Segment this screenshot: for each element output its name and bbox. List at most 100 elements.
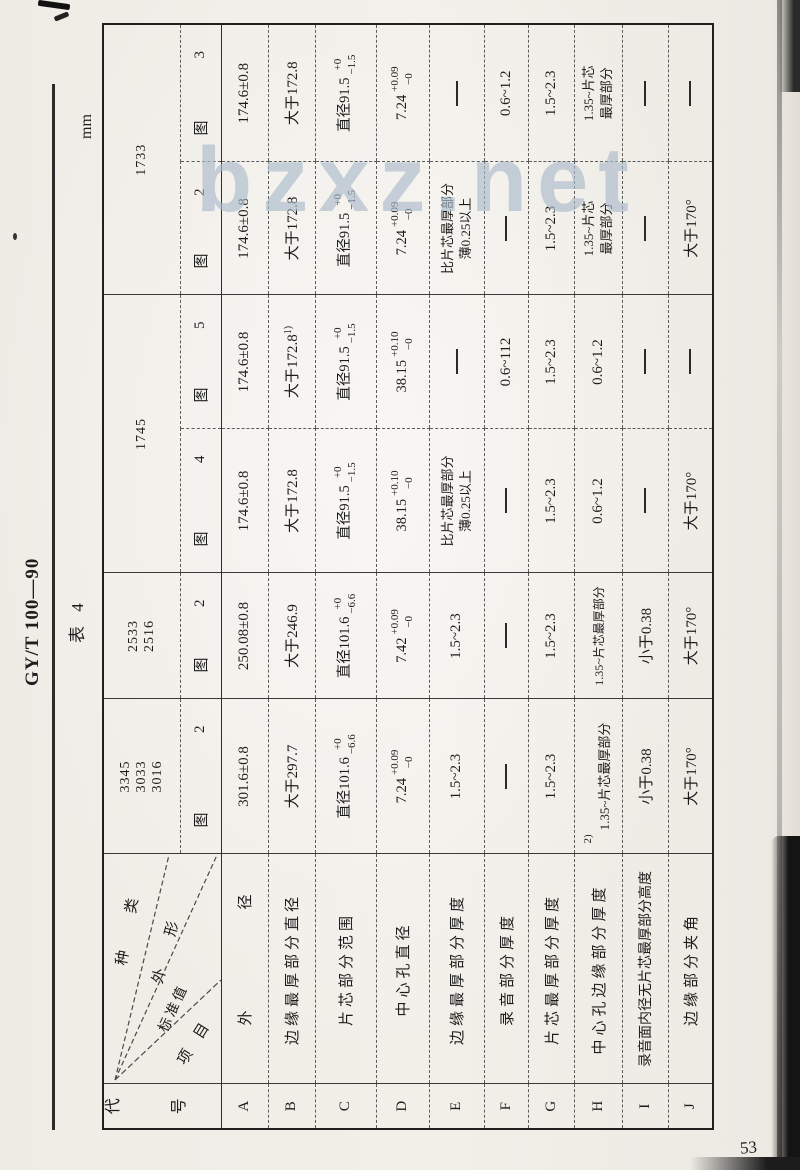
value-cell: 1.5~2.3 [528, 295, 574, 429]
spec-table: 代 号 种 类 外 形 标准值 项 目 [102, 23, 714, 1130]
row-item-label: 录音面内径无片芯最厚部分高度 [622, 854, 668, 1084]
value-cell: 250.08±0.8 [221, 573, 268, 699]
value-cell: 174.6±0.8 [221, 295, 268, 429]
watermark: bzxz.net [196, 129, 639, 231]
row-item-label: 录音部分厚度 [484, 854, 528, 1084]
value-cell [484, 573, 528, 699]
value-cell [668, 295, 713, 429]
dash-placeholder [689, 80, 692, 106]
value-cell: 1.5~2.3 [528, 573, 574, 699]
row-code: I [622, 1084, 668, 1129]
scan-artifact-blot [690, 1157, 800, 1170]
scan-artifact-blot [771, 836, 800, 1170]
value-cell: 大于170° [668, 162, 713, 295]
dash-placeholder [505, 623, 507, 649]
value-cell: 0.6~1.2 [574, 295, 622, 429]
table-caption: 表 4 [68, 598, 87, 643]
value-cell: 0.6~1.2 [574, 429, 622, 573]
value-cell: 直径101.6 +0 −6.6 [315, 573, 376, 699]
model-header-3345: 3345 3033 3016 [103, 699, 180, 854]
value-cell: 比片芯最厚部分 薄0.25以上 [429, 429, 484, 573]
value-cell [484, 699, 528, 854]
value-cell [622, 429, 668, 573]
model-header-1745: 1745 [103, 295, 180, 573]
scan-artifact-speck [13, 233, 17, 240]
dash-placeholder [455, 349, 458, 375]
row-item-label: 中心孔直径 [376, 854, 429, 1084]
value-cell: 直径101.6 +0 −6.6 [315, 699, 376, 854]
row-item-label: 边缘部分夹角 [668, 854, 713, 1084]
dash-placeholder [689, 349, 692, 375]
value-cell: 大于170° [668, 699, 713, 854]
value-cell: 2) 1.35~片芯最厚部分 [574, 699, 622, 854]
value-cell: 38.15 +0.10 −0 [376, 429, 429, 573]
value-cell: 174.6±0.8 [221, 429, 268, 573]
standard-number: GY/T 100—90 [22, 557, 43, 686]
row-code: C [315, 1084, 376, 1129]
code-header-char: 代 [105, 1098, 123, 1115]
value-cell: 直径91.5 +0 −1.5 [315, 429, 376, 573]
value-cell: 直径91.5 +0 −1.5 [315, 295, 376, 429]
code-header-char: 号 [171, 1098, 189, 1115]
dash-placeholder [505, 488, 507, 514]
page-number: 53 [739, 1137, 758, 1158]
header-row-models: 代 号 种 类 外 形 标准值 项 目 [103, 24, 221, 1129]
value-cell: 1.5~2.3 [528, 429, 574, 573]
dash-placeholder [644, 488, 646, 514]
row-item-label: 片芯最厚部分厚度 [528, 854, 574, 1084]
row-code: F [484, 1084, 528, 1129]
diagonal-header-cell: 种 类 外 形 标准值 项 目 [103, 854, 221, 1084]
value-cell: 大于246.9 [268, 573, 315, 699]
dash-placeholder [644, 349, 646, 375]
row-code: G [528, 1084, 574, 1129]
value-cell: 1.5~2.3 [429, 573, 484, 699]
diagonal-lines [114, 855, 221, 1081]
value-cell: 大于172.81) [268, 295, 315, 429]
row-code: B [268, 1084, 315, 1129]
row-item-label: 外径 [221, 854, 268, 1084]
row-code: J [668, 1084, 713, 1129]
row-item-label: 中心孔边缘部分厚度 [574, 854, 622, 1084]
value-cell: 1.5~2.3 [429, 699, 484, 854]
value-cell: 38.15 +0.10 −0 [376, 295, 429, 429]
value-cell: 小于0.38 [622, 573, 668, 699]
row-item-label: 片芯部分范围 [315, 854, 376, 1084]
value-cell: 大于170° [668, 573, 713, 699]
value-cell: 大于297.7 [268, 699, 315, 854]
code-header-cell: 代 号 [103, 1084, 221, 1129]
model-header-2533: 2533 2516 [103, 573, 180, 699]
value-cell [622, 295, 668, 429]
model-header-1733: 1733 [103, 24, 180, 295]
value-cell: 大于172.8 [268, 429, 315, 573]
row-code: A [221, 1084, 268, 1129]
row-code: H [574, 1084, 622, 1129]
unit-label: mm [78, 114, 95, 139]
value-cell [429, 295, 484, 429]
row-item-label: 边缘最厚部分直径 [268, 854, 315, 1084]
value-cell [484, 429, 528, 573]
value-cell: 301.6±0.8 [221, 699, 268, 854]
value-cell: 小于0.38 [622, 699, 668, 854]
value-cell: 7.24 +0.09 −0 [376, 699, 429, 854]
dash-placeholder [505, 764, 507, 789]
value-cell: 0.6~112 [484, 295, 528, 429]
value-cell [668, 24, 713, 162]
value-cell: 1.35~片芯最厚部分 [574, 573, 622, 699]
row-item-label: 边缘最厚部分厚度 [429, 854, 484, 1084]
dash-placeholder [644, 216, 646, 241]
dash-placeholder [644, 80, 646, 106]
header-rule [52, 84, 55, 1130]
value-cell: 1.5~2.3 [528, 699, 574, 854]
dash-placeholder [455, 80, 458, 106]
table-row: J 边缘部分夹角 大于170° 大于170° 大于170° 大于170° [668, 24, 713, 1129]
row-code: E [429, 1084, 484, 1129]
scan-artifact-edge-line [777, 0, 782, 1170]
row-code: D [376, 1084, 429, 1129]
value-cell: 大于170° [668, 429, 713, 573]
